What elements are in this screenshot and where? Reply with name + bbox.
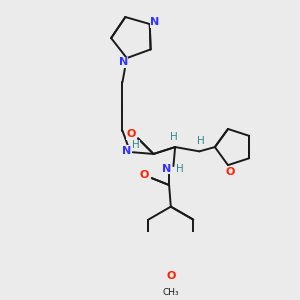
Text: H: H [176, 164, 183, 174]
Text: N: N [150, 17, 160, 27]
Text: H: H [131, 140, 139, 150]
Text: O: O [140, 170, 149, 180]
Text: CH₃: CH₃ [163, 288, 179, 297]
Text: H: H [197, 136, 205, 146]
Text: O: O [166, 271, 176, 281]
Text: O: O [225, 167, 234, 177]
Text: N: N [162, 164, 171, 174]
Text: N: N [122, 146, 131, 155]
Text: H: H [169, 132, 177, 142]
Text: O: O [126, 129, 136, 139]
Text: N: N [119, 57, 128, 68]
